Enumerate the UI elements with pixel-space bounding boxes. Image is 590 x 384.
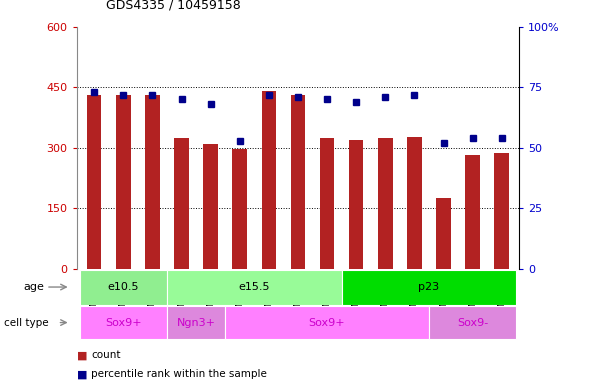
Bar bbox=[320, 138, 335, 269]
Text: e15.5: e15.5 bbox=[238, 282, 270, 292]
Text: Sox9-: Sox9- bbox=[457, 318, 489, 328]
Bar bbox=[87, 95, 101, 269]
Bar bbox=[407, 137, 422, 269]
Bar bbox=[436, 198, 451, 269]
Text: count: count bbox=[91, 350, 121, 360]
Bar bbox=[204, 144, 218, 269]
Text: e10.5: e10.5 bbox=[107, 282, 139, 292]
Text: ■: ■ bbox=[77, 350, 87, 360]
Bar bbox=[342, 270, 516, 305]
Bar bbox=[145, 95, 160, 269]
Bar bbox=[116, 95, 130, 269]
Bar bbox=[232, 149, 247, 269]
Text: Sox9+: Sox9+ bbox=[309, 318, 345, 328]
Bar bbox=[494, 153, 509, 269]
Bar bbox=[167, 306, 225, 339]
Bar bbox=[349, 140, 363, 269]
Bar bbox=[466, 155, 480, 269]
Text: Sox9+: Sox9+ bbox=[105, 318, 142, 328]
Bar bbox=[378, 138, 392, 269]
Text: Ngn3+: Ngn3+ bbox=[176, 318, 215, 328]
Text: percentile rank within the sample: percentile rank within the sample bbox=[91, 369, 267, 379]
Text: cell type: cell type bbox=[4, 318, 48, 328]
Bar bbox=[429, 306, 516, 339]
Text: age: age bbox=[23, 282, 44, 292]
Bar bbox=[261, 91, 276, 269]
Text: GDS4335 / 10459158: GDS4335 / 10459158 bbox=[106, 0, 241, 12]
Bar bbox=[80, 306, 167, 339]
Text: ■: ■ bbox=[77, 369, 87, 379]
Bar bbox=[174, 138, 189, 269]
Bar bbox=[225, 306, 429, 339]
Bar bbox=[167, 270, 342, 305]
Bar bbox=[291, 95, 305, 269]
Bar bbox=[80, 270, 167, 305]
Text: p23: p23 bbox=[418, 282, 440, 292]
